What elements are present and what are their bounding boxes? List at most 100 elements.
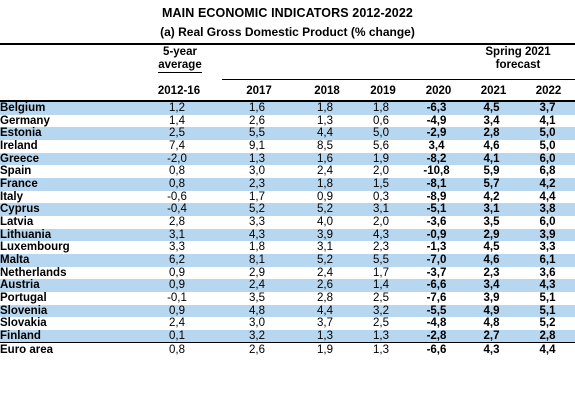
cell-2021: 4,6 [463, 253, 520, 267]
cell-2021: 2,8 [463, 127, 520, 140]
cell-2022: 5,2 [539, 317, 556, 330]
cell-2018: 1,3 [317, 114, 333, 127]
cell-2012-16: 0,9 [169, 266, 185, 279]
cell-2017: 8,1 [216, 253, 298, 267]
cell-2021: 3,4 [463, 279, 520, 292]
cell-2017: 1,7 [249, 190, 265, 203]
cell-2018: 4,4 [298, 304, 352, 318]
country-name: Italy [0, 190, 24, 203]
cell-2017: 3,5 [249, 291, 265, 304]
country-name: Netherlands [0, 266, 67, 279]
cell-2021: 5,7 [463, 177, 520, 191]
cell-2019: 1,3 [373, 343, 389, 356]
country-name: Slovenia [0, 304, 138, 318]
table-row: Greece -2,0 1,3 1,6 1,9 -8,2 4,1 6,0 [0, 152, 575, 166]
cell-2012-16: -0,4 [138, 203, 216, 216]
cell-2022: 6,8 [539, 165, 556, 178]
cell-2017: 1,3 [216, 152, 298, 166]
table-row: Luxembourg 3,3 1,8 3,1 2,3 -1,3 4,5 3,3 [0, 241, 575, 254]
cell-2020: -1,3 [426, 241, 447, 254]
cell-2022: 6,0 [539, 215, 556, 228]
cell-2018: 1,8 [298, 102, 352, 115]
table-row: Euro area 0,8 2,6 1,9 1,3 -6,6 4,3 4,4 [0, 343, 575, 357]
cell-2020: -0,9 [410, 228, 463, 242]
average-header-line1: 5-year [163, 46, 197, 58]
column-header-2012-16: 2012-16 [157, 85, 201, 97]
header-top-rule [0, 43, 575, 45]
table-row: Spain 0,8 3,0 2,4 2,0 -10,8 5,9 6,8 [0, 165, 575, 178]
cell-2017: 3,0 [249, 165, 265, 178]
cell-2019: 3,2 [352, 304, 410, 318]
cell-2019: 2,5 [373, 317, 389, 330]
cell-2020: -3,6 [426, 215, 447, 228]
cell-2022: 6,1 [520, 253, 575, 267]
country-name: Greece [0, 152, 138, 166]
country-name: Estonia [0, 127, 138, 140]
cell-2020: -3,7 [426, 266, 447, 279]
header-mid-rule [222, 79, 575, 80]
column-header-2022: 2022 [535, 85, 562, 97]
cell-2022: 3,6 [539, 266, 556, 279]
cell-2012-16: 0,8 [169, 165, 185, 178]
country-name: Belgium [0, 102, 138, 115]
cell-2020: -4,8 [426, 317, 447, 330]
cell-2019: 0,6 [373, 114, 389, 127]
cell-2012-16: 2,8 [169, 215, 185, 228]
cell-2019: 5,0 [352, 127, 410, 140]
cell-2012-16: 1,4 [169, 114, 185, 127]
cell-2018: 3,7 [317, 317, 333, 330]
cell-2020: -8,9 [426, 190, 447, 203]
cell-2018: 1,3 [298, 329, 352, 344]
cell-2012-16: 0,8 [138, 177, 216, 191]
table-row: France 0,8 2,3 1,8 1,5 -8,1 5,7 4,2 [0, 177, 575, 191]
table-row: Germany 1,4 2,6 1,3 0,6 -4,9 3,4 4,1 [0, 115, 575, 128]
table-row: Netherlands 0,9 2,9 2,4 1,7 -3,7 2,3 3,6 [0, 267, 575, 280]
cell-2021: 4,3 [483, 343, 500, 356]
cell-2022: 4,2 [520, 177, 575, 191]
cell-2021: 3,9 [483, 291, 500, 304]
table-row: Belgium 1,2 1,6 1,8 1,8 -6,3 4,5 3,7 [0, 102, 575, 115]
cell-2017: 5,2 [216, 203, 298, 216]
cell-2018: 1,9 [317, 343, 333, 356]
cell-2017: 2,6 [249, 343, 265, 356]
cell-2021: 5,9 [483, 165, 500, 178]
cell-2012-16: 2,5 [138, 127, 216, 140]
table-row: Estonia 2,5 5,5 4,4 5,0 -2,9 2,8 5,0 [0, 127, 575, 140]
cell-2012-16: 7,4 [169, 139, 185, 152]
cell-2019: 5,5 [352, 253, 410, 267]
cell-2022: 5,1 [520, 304, 575, 318]
cell-2018: 2,6 [298, 279, 352, 292]
cell-2017: 9,1 [249, 139, 265, 152]
cell-2019: 1,8 [352, 102, 410, 115]
cell-2019: 4,3 [352, 228, 410, 242]
column-header-2021: 2021 [480, 85, 507, 97]
cell-2021: 2,7 [463, 329, 520, 344]
cell-2017: 1,8 [249, 241, 265, 254]
cell-2022: 4,1 [539, 114, 556, 127]
table-row: Malta 6,2 8,1 5,2 5,5 -7,0 4,6 6,1 [0, 253, 575, 267]
forecast-header-line2: forecast [495, 59, 541, 71]
cell-2022: 5,1 [539, 291, 556, 304]
header-bottom-rule [0, 100, 575, 102]
cell-2017: 3,0 [249, 317, 265, 330]
cell-2019: 0,3 [373, 190, 389, 203]
cell-2012-16: 0,8 [169, 343, 185, 356]
cell-2021: 4,8 [483, 317, 500, 330]
table-row: Latvia 2,8 3,3 4,0 2,0 -3,6 3,5 6,0 [0, 216, 575, 229]
cell-2021: 4,5 [463, 102, 520, 115]
cell-2012-16: 0,1 [138, 329, 216, 344]
cell-2019: 3,1 [352, 203, 410, 216]
country-name: Luxembourg [0, 241, 70, 254]
cell-2012-16: 3,1 [138, 228, 216, 242]
column-header-2017: 2017 [246, 85, 272, 97]
table-row: Finland 0,1 3,2 1,3 1,3 -2,8 2,7 2,8 [0, 329, 575, 344]
cell-2017: 1,6 [216, 102, 298, 115]
country-name: France [0, 177, 138, 191]
cell-2012-16: 0,9 [138, 279, 216, 292]
cell-2012-16: 6,2 [138, 253, 216, 267]
cell-2012-16: 3,3 [169, 241, 185, 254]
country-name: Finland [0, 329, 138, 344]
cell-2012-16: 2,4 [169, 317, 185, 330]
cell-2022: 3,7 [520, 102, 575, 115]
cell-2018: 2,4 [317, 165, 333, 178]
